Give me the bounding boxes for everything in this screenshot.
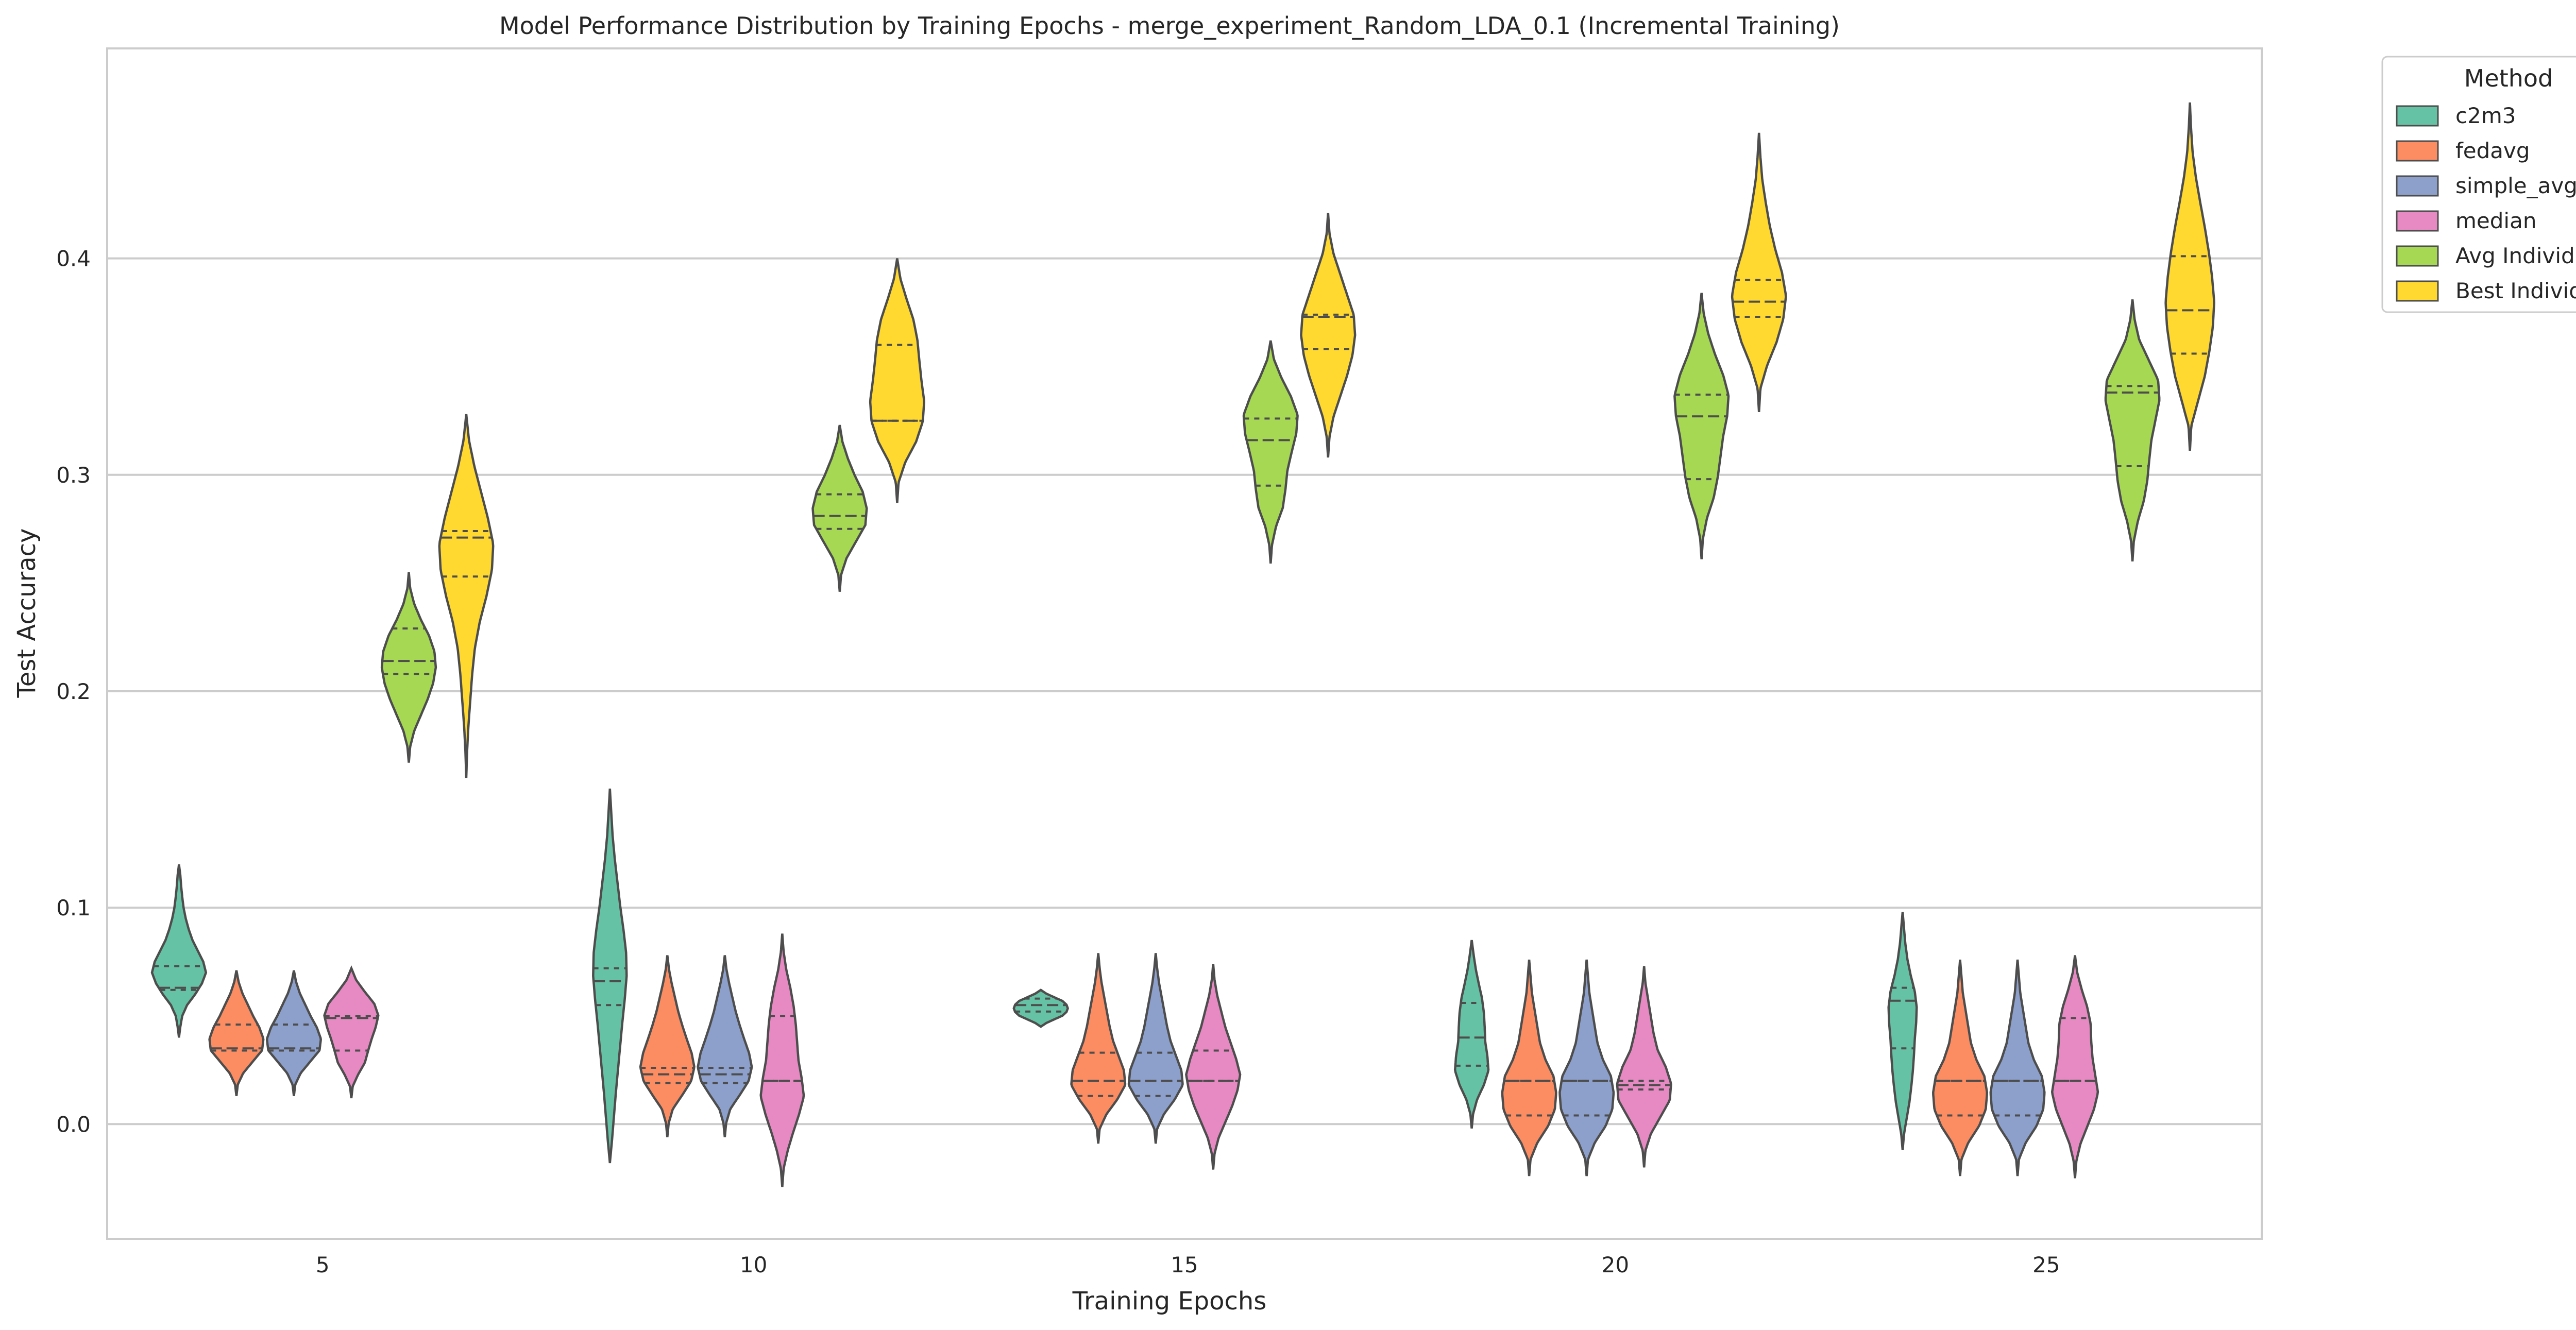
chart-title: Model Performance Distribution by Traini… [499, 12, 1840, 40]
violin-body [1731, 132, 1787, 413]
x-tick-label: 15 [1171, 1252, 1198, 1277]
y-tick-label: 0.2 [56, 679, 91, 704]
x-tick-label: 5 [316, 1252, 330, 1277]
violin-body [1673, 293, 1730, 559]
x-axis-label: Training Epochs [1072, 1287, 1267, 1316]
y-tick-label: 0.3 [56, 463, 91, 488]
legend-label: Best Individual [2455, 278, 2576, 303]
x-tick-label: 25 [2032, 1252, 2060, 1277]
violin-body [1616, 966, 1672, 1168]
legend-title: Method [2464, 64, 2553, 92]
series-avg-individual [380, 293, 2161, 763]
violin-body [1501, 959, 1557, 1176]
violin-body [150, 864, 208, 1038]
violin-body [639, 955, 696, 1137]
x-tick-labels: 5 10 15 20 25 [316, 1252, 2060, 1277]
violin-body [1989, 959, 2046, 1176]
y-tick-label: 0.4 [56, 246, 91, 271]
violin-body [438, 414, 495, 778]
violin-body [2164, 102, 2215, 451]
violin-body [1932, 959, 1988, 1176]
x-tick-label: 20 [1602, 1252, 1629, 1277]
legend-label: fedavg [2455, 138, 2530, 163]
series-best-individual [438, 102, 2215, 778]
violin-body [2104, 299, 2161, 561]
plot-frame [106, 47, 2263, 1240]
violins [150, 102, 2215, 1187]
x-tick-label: 10 [740, 1252, 767, 1277]
violin-body [1185, 964, 1242, 1170]
legend-swatch [2396, 140, 2439, 162]
violin-body [759, 933, 805, 1187]
violin-body [1558, 959, 1615, 1176]
series-c2m3 [150, 788, 1918, 1164]
violin-body [1453, 940, 1490, 1129]
y-axis-label: Test Accuracy [12, 528, 41, 698]
legend-label: c2m3 [2455, 103, 2516, 128]
violin-body [2050, 955, 2099, 1179]
violin-body [323, 965, 380, 1099]
violin-body [265, 970, 322, 1096]
violin-body [697, 955, 753, 1137]
legend-swatch [2396, 105, 2439, 127]
legend-swatch [2396, 280, 2439, 302]
y-tick-labels: 0.0 0.1 0.2 0.3 0.4 [56, 246, 91, 1137]
y-tick-label: 0.0 [56, 1112, 91, 1137]
legend-label: Avg Individual [2455, 243, 2576, 268]
series-median [323, 933, 2099, 1187]
violin-body [380, 572, 437, 763]
legend-swatch [2396, 210, 2439, 232]
violin-body [1242, 340, 1299, 564]
series-simple-avg [265, 953, 2046, 1176]
violin-body [811, 424, 868, 592]
violin-body [1300, 213, 1357, 458]
legend-swatch [2396, 245, 2439, 267]
violin-body [208, 970, 265, 1096]
violin-body [1887, 912, 1918, 1150]
y-tick-label: 0.1 [56, 895, 91, 920]
violin-body [592, 788, 628, 1164]
legend-label: simple_avg [2455, 173, 2576, 198]
legend-swatch [2396, 175, 2439, 197]
series-fedavg [208, 953, 1988, 1176]
legend-label: median [2455, 208, 2536, 233]
